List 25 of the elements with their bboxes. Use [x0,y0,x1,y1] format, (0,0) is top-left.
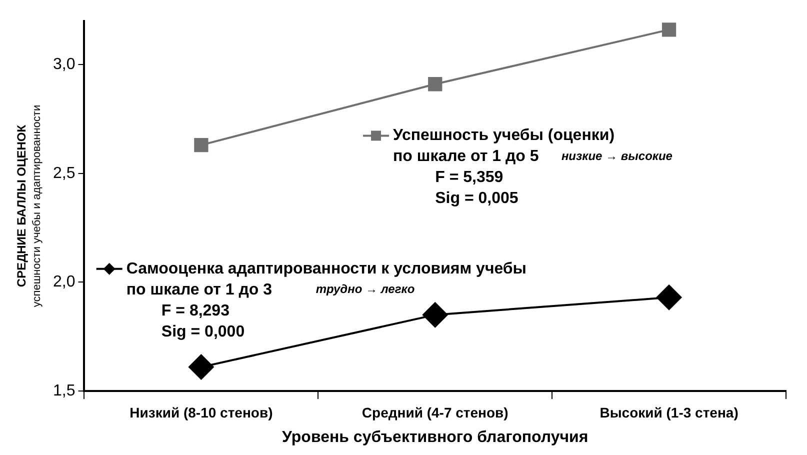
point [656,284,682,310]
annotation: трудно → легко [316,282,415,296]
y-tick-label: 3,0 [52,56,76,73]
annotation: Sig = 0,000 [161,323,245,340]
y-tick-label: 2,5 [52,164,76,182]
legend-label: Успешность учебы (оценки) [393,127,615,144]
annotation: F = 5,359 [435,169,504,186]
y-tick-label: 2,0 [52,274,76,291]
annotation: Sig = 0,005 [435,190,518,208]
x-tick-label: Низкий (8-10 стенов) [130,404,273,420]
x-axis-title: Уровень субъективного благополучия [282,428,588,446]
y-axis-title: СРЕДНИЕ БАЛЛЫ ОЦЕНОК успешности учебы и адаптированности [14,104,44,308]
point [422,302,448,328]
x-tick-label: Высокий (1-3 стена) [600,404,738,420]
annotation: F = 8,293 [161,302,230,320]
point [194,138,208,152]
annotation: по шкале от 1 до 3 [126,281,272,298]
annotation: низкие → высокие [561,149,673,164]
x-tick-label: Средний (4-7 стенов) [362,404,508,420]
legend-label: Самооценка адаптированности к условиям учебы [126,260,526,278]
annotation: по шкале от 1 до 5 [393,148,539,166]
point [188,354,214,380]
y-tick-label: 1,5 [52,382,76,400]
point [428,77,442,92]
point [662,22,676,37]
